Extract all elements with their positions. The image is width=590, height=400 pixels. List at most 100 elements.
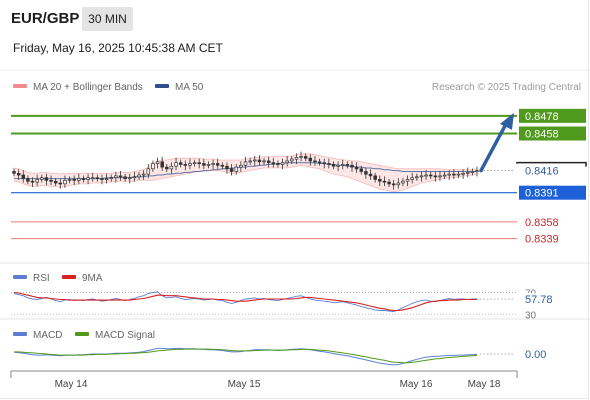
candle — [211, 163, 215, 165]
candle — [419, 175, 424, 178]
candle — [354, 166, 359, 170]
candle — [303, 156, 308, 159]
main-legend: MA 20 + Bollinger Bands MA 50 — [13, 82, 204, 93]
candle — [461, 172, 465, 175]
candle — [382, 180, 387, 183]
legend-label-macd: MACD — [33, 330, 62, 341]
candle — [415, 176, 419, 179]
legend-swatch-ma50 — [155, 84, 169, 88]
candle — [401, 180, 405, 184]
macd-signal-line — [14, 348, 478, 364]
candle — [118, 175, 123, 178]
macd-legend: MACD MACD Signal — [13, 330, 155, 341]
candle — [58, 182, 63, 185]
candle — [253, 159, 257, 162]
candle — [114, 175, 118, 179]
candle — [396, 182, 401, 186]
candle — [49, 179, 53, 182]
rsi-chart: 703057.78 — [11, 288, 553, 321]
legend-label-rsi-ma: 9MA — [82, 273, 103, 284]
rsi-value-bg — [522, 293, 552, 306]
candle — [428, 174, 433, 177]
candle — [405, 179, 410, 182]
candle — [123, 176, 127, 179]
legend-swatch-macd — [13, 332, 27, 336]
candle — [331, 164, 336, 167]
timeframe-button[interactable]: 30 MIN — [82, 7, 133, 31]
candle — [26, 178, 30, 182]
legend-swatch-bollinger — [13, 84, 27, 88]
current-price-bracket — [516, 161, 587, 167]
candle — [215, 163, 220, 166]
price-chart: 0.8478 0.8458 0.8391 0.8358 0.8339 0.8416 — [11, 108, 587, 246]
macd-chart: 0.00 — [13, 347, 546, 366]
candle — [359, 168, 364, 172]
legend-swatch-rsi-ma — [62, 275, 76, 279]
candle — [294, 157, 299, 160]
chart-header: EUR/GBP 30 MIN Friday, May 16, 2025 10:4… — [0, 0, 590, 70]
candle — [248, 160, 252, 163]
bollinger-band — [14, 153, 477, 192]
candle — [234, 166, 239, 172]
candle — [308, 157, 313, 162]
x-tick-label: May 18 — [468, 379, 501, 390]
x-tick-label: May 14 — [55, 379, 88, 390]
legend-label-macd-signal: MACD Signal — [95, 330, 155, 341]
legend-label-ma50: MA 50 — [175, 82, 204, 93]
level-label: 0.8391 — [525, 188, 559, 200]
candle — [368, 173, 373, 177]
candle — [202, 163, 206, 166]
legend-swatch-rsi — [13, 275, 27, 279]
candle — [95, 177, 100, 180]
candle — [40, 177, 44, 180]
candle — [327, 163, 331, 165]
candle — [146, 168, 151, 175]
x-tick-label: May 16 — [400, 379, 433, 390]
level-label-box — [519, 126, 586, 141]
candle — [257, 159, 262, 163]
candle — [456, 173, 461, 176]
candle — [345, 164, 350, 166]
candle — [35, 179, 39, 183]
rsi-current-value: 57.78 — [525, 294, 553, 306]
time-axis: May 14 May 15 May 16 May 18 — [10, 370, 518, 390]
candle — [77, 178, 81, 181]
candle — [276, 163, 280, 165]
candle — [16, 172, 21, 176]
candle — [188, 163, 192, 166]
candle — [317, 161, 322, 164]
candle — [391, 183, 396, 186]
legend-label-rsi: RSI — [33, 273, 50, 284]
candle — [299, 156, 303, 158]
candle — [378, 179, 382, 182]
legend-swatch-macd-signal — [75, 332, 89, 336]
candle — [225, 165, 229, 170]
candle — [21, 174, 26, 179]
candle — [452, 173, 456, 176]
candle — [128, 177, 132, 180]
candle — [290, 158, 294, 162]
candle — [160, 161, 164, 168]
candle — [271, 162, 276, 165]
candle — [151, 163, 155, 170]
candle — [155, 161, 160, 164]
candle — [229, 168, 234, 172]
candle — [174, 162, 178, 167]
candle — [387, 181, 391, 185]
bollinger-lower-line — [13, 164, 478, 193]
candle — [137, 174, 141, 178]
current-price-label: 0.8416 — [525, 166, 559, 178]
rsi-level-label: 30 — [525, 310, 537, 321]
candle — [438, 175, 442, 178]
candle — [81, 178, 86, 180]
candle — [322, 162, 326, 165]
candle — [63, 179, 67, 185]
candle — [132, 176, 137, 179]
candle — [350, 164, 354, 168]
forecast-arrow-shaft — [479, 124, 507, 173]
candle — [447, 173, 451, 176]
candle — [90, 177, 95, 180]
candle — [313, 160, 317, 163]
candle — [53, 180, 58, 184]
